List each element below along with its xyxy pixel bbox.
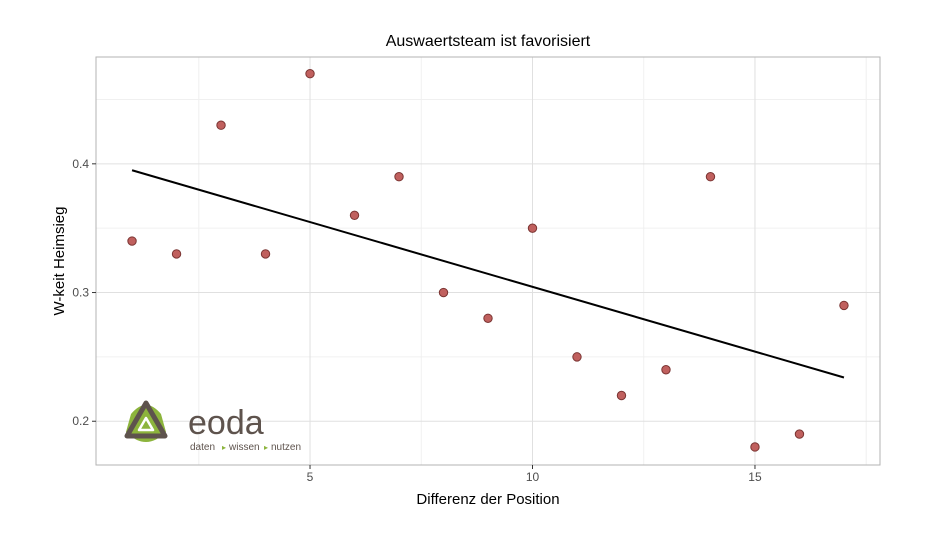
logo-tagline-1: daten	[190, 442, 215, 453]
data-point	[216, 120, 226, 130]
x-tick-label: 10	[526, 470, 540, 484]
data-point	[171, 249, 182, 259]
eoda-logo: eoda daten ▸ wissen ▸ nutzen	[124, 400, 301, 453]
logo-wordmark: eoda	[188, 404, 264, 442]
y-axis-label: W-keit Heimsieg	[51, 207, 68, 316]
data-point	[349, 210, 360, 221]
trend-line	[131, 169, 845, 379]
data-point	[616, 390, 627, 401]
data-point	[394, 171, 404, 182]
y-tick-label: 0.2	[72, 414, 89, 428]
y-tick-label: 0.3	[72, 286, 89, 300]
logo-shield-icon	[126, 405, 166, 442]
data-point	[661, 365, 671, 375]
data-point	[127, 236, 137, 246]
svg-text:▸: ▸	[264, 443, 268, 452]
data-point	[483, 313, 493, 323]
x-axis-label: Differenz der Position	[416, 491, 559, 508]
data-point	[750, 442, 760, 452]
x-tick-label: 5	[307, 470, 314, 484]
svg-text:▸: ▸	[222, 443, 226, 452]
chart-title: Auswaertsteam ist favorisiert	[386, 33, 591, 50]
data-point	[438, 287, 449, 298]
x-tick-label: 15	[748, 470, 762, 484]
data-point	[260, 249, 271, 259]
logo-tagline-3: nutzen	[271, 442, 301, 453]
plot-panel-border	[95, 56, 881, 466]
data-point	[794, 429, 805, 439]
y-tick-label: 0.4	[72, 157, 89, 171]
data-point	[305, 69, 315, 79]
data-point	[705, 171, 716, 182]
logo-tagline-2: wissen	[228, 442, 260, 453]
data-point	[572, 352, 582, 362]
data-point	[527, 223, 538, 233]
data-point	[839, 300, 849, 311]
